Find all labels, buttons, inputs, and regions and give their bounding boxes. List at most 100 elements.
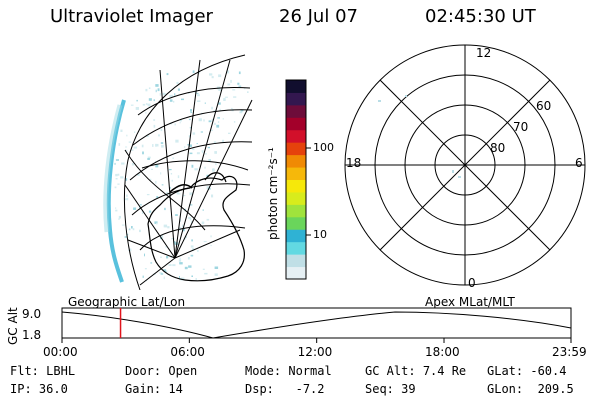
emission-pixel (182, 224, 184, 228)
emission-pixel (161, 144, 164, 148)
emission-pixel (114, 186, 117, 189)
emission-pixel (182, 195, 186, 197)
emission-pixel (162, 92, 166, 96)
timeline-left-label: Geographic Lat/Lon (68, 295, 186, 309)
emission-pixel (118, 215, 121, 219)
emission-pixel (178, 193, 181, 195)
emission-pixel (171, 237, 175, 240)
emission-pixel (174, 123, 176, 126)
glon-label: GLon: (487, 382, 524, 396)
emission-pixel (180, 120, 182, 122)
emission-pixel (191, 275, 193, 277)
emission-pixel (147, 156, 151, 159)
dsp-readout: Dsp: -7.2 (245, 382, 325, 396)
emission-pixel (126, 194, 128, 197)
emission-pixel (159, 272, 163, 274)
colorbar-cell (286, 229, 306, 243)
emission-pixel (203, 241, 207, 243)
longitude-lines (124, 59, 253, 286)
emission-pixel (211, 76, 214, 79)
emission-pixel (167, 226, 170, 229)
emission-pixel (214, 122, 216, 125)
mlt-label-0: 0 (468, 276, 476, 290)
emission-pixel (206, 174, 210, 177)
auroral-arc (106, 99, 126, 283)
emission-pixel (209, 73, 213, 76)
emission-pixel (188, 265, 192, 268)
emission-pixel (238, 71, 241, 75)
image-date: 26 Jul 07 (279, 6, 358, 27)
emission-pixel (129, 228, 131, 230)
emission-pixel (219, 108, 221, 111)
colorbar-cell (286, 191, 306, 205)
emission-pixel (166, 73, 169, 76)
emission-pixel (130, 104, 134, 106)
emission-pixel (179, 262, 183, 265)
emission-pixel (156, 196, 159, 199)
emission-pixel (175, 139, 179, 143)
emission-pixel (121, 224, 125, 226)
emission-pixel (211, 106, 213, 110)
polar-emission-speckle (378, 95, 461, 178)
island-outline (204, 172, 227, 183)
instrument-title: Ultraviolet Imager (50, 6, 213, 27)
emission-pixel (195, 278, 197, 281)
emission-pixel (170, 173, 173, 175)
emission-pixel (159, 93, 161, 96)
emission-pixel (176, 191, 179, 195)
emission-pixel (189, 217, 192, 221)
ip-value: 36.0 (38, 382, 68, 396)
mlt-label-12: 12 (476, 46, 492, 60)
emission-pixel (204, 102, 206, 104)
emission-pixel (206, 186, 210, 190)
emission-pixel (151, 168, 153, 170)
timeline-x-ticks (61, 338, 572, 343)
timeline-x-label: 06:00 (170, 345, 205, 359)
emission-pixel (231, 107, 233, 109)
timeline-ytick-9: 9.0 (22, 307, 42, 321)
emission-pixel (144, 268, 147, 270)
emission-pixel (155, 84, 159, 87)
emission-pixel (215, 163, 217, 166)
emission-pixel (155, 160, 156, 163)
colorbar-cell (286, 204, 306, 218)
colorbar-cell (286, 104, 306, 118)
gain-readout: Gain: 14 (125, 382, 183, 396)
emission-pixel (131, 162, 135, 166)
emission-pixel (188, 118, 191, 121)
colorbar-cell (286, 167, 306, 180)
glat-value: -60.4 (530, 364, 567, 378)
emission-pixel (191, 248, 195, 251)
emission-pixel (189, 204, 193, 206)
emission-pixel (169, 99, 173, 102)
emission-pixel (189, 126, 191, 129)
emission-pixel (117, 183, 120, 185)
emission-pixel (135, 107, 139, 110)
emission-pixel (205, 153, 207, 155)
colorbar-frame (285, 79, 307, 280)
emission-pixel (132, 228, 135, 231)
emission-pixel (165, 246, 168, 248)
emission-pixel (145, 88, 148, 92)
emission-pixel (196, 152, 200, 155)
altitude-curve (61, 311, 572, 339)
emission-pixel (224, 96, 228, 98)
emission-pixel (126, 197, 129, 201)
emission-pixel (161, 184, 164, 186)
emission-pixel (201, 221, 204, 225)
emission-pixel (211, 118, 214, 122)
emission-pixel (177, 175, 180, 179)
gcalt-label: GC Alt: (365, 364, 416, 378)
glon-readout: GLon: 209.5 (487, 382, 574, 396)
emission-pixel (172, 157, 174, 159)
emission-pixel (160, 235, 164, 238)
gcalt-value: 7.4 Re (422, 364, 467, 378)
colorbar-cell (286, 142, 306, 156)
continent-outline (147, 175, 245, 282)
glat-label: GLat: (487, 364, 524, 378)
flt-readout: Flt: LBHL (10, 364, 75, 378)
emission-pixel (148, 210, 152, 213)
emission-pixel (216, 124, 220, 128)
